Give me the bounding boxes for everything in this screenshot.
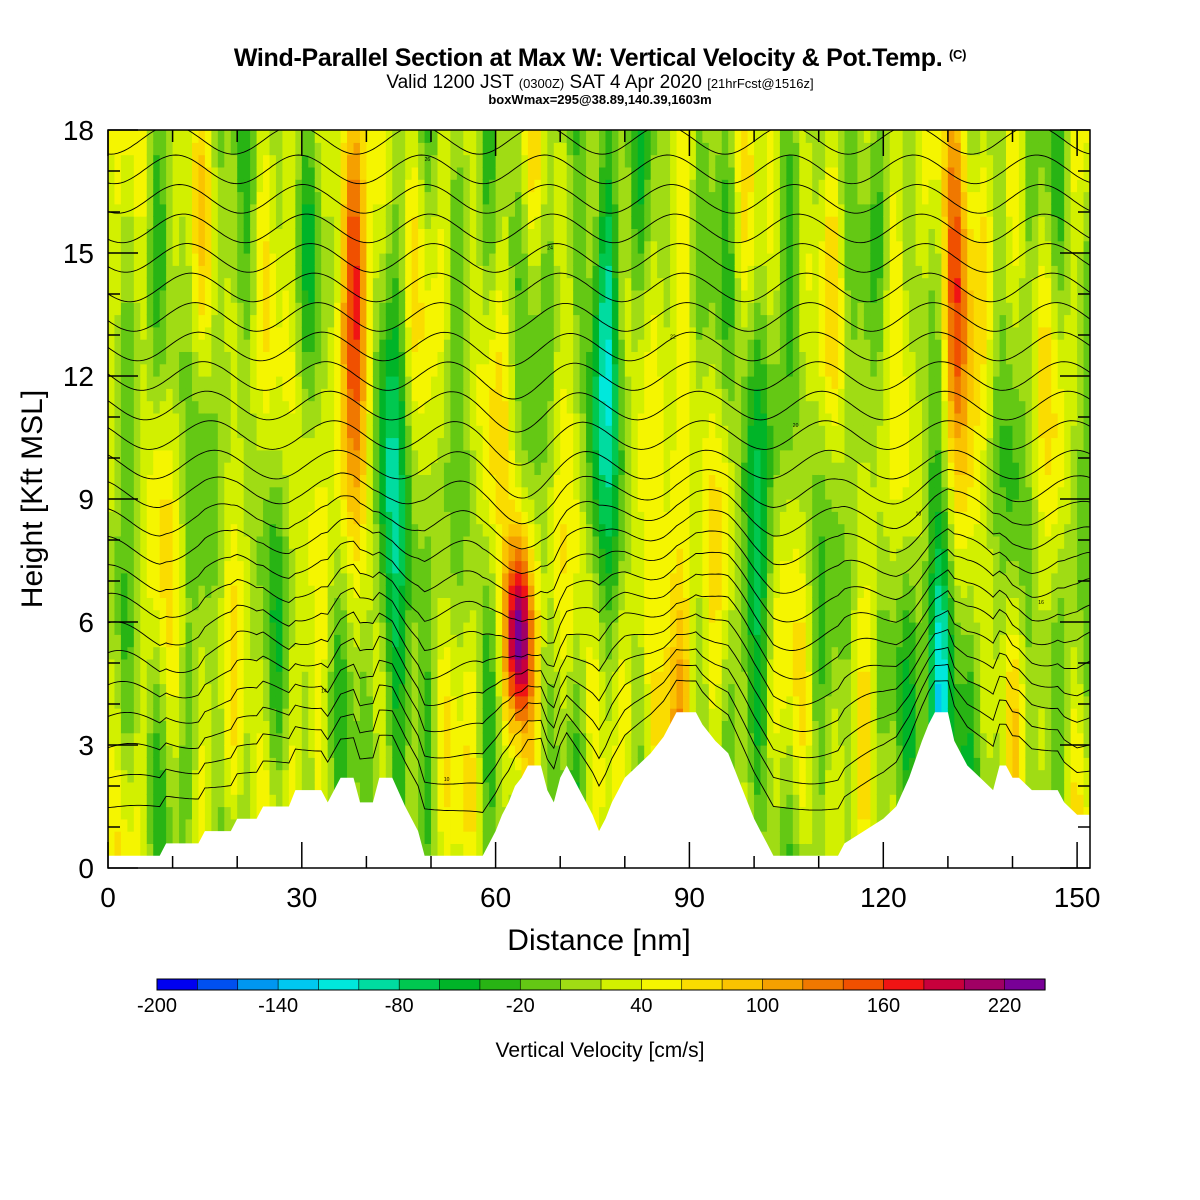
theta-contour [108, 331, 1090, 367]
theta-contour-label: 16 [1038, 600, 1044, 606]
theta-contour [108, 528, 1090, 599]
colorbar-swatch [721, 978, 764, 991]
colorbar-swatch [398, 978, 441, 991]
colorbar-swatch [963, 978, 1006, 991]
theta-contour [108, 469, 1090, 525]
colorbar-swatch [762, 978, 804, 991]
theta-contour [108, 213, 1090, 244]
colorbar-swatch [237, 978, 279, 991]
colorbar-swatch [277, 978, 320, 991]
theta-contour [108, 646, 1090, 759]
colorbar-swatch [802, 978, 844, 991]
colorbar-swatch [1004, 978, 1046, 991]
colorbar-swatch [681, 978, 723, 991]
x-tick-label: 150 [1054, 882, 1101, 913]
y-tick-label: 18 [63, 115, 94, 146]
theta-contour [108, 663, 1090, 785]
theta-contour [108, 390, 1090, 433]
theta-contour [108, 420, 1090, 466]
colorbar-swatch [842, 978, 885, 991]
colorbar-swatch [560, 978, 602, 991]
forecast-info: [21hrFcst@1516z] [707, 76, 814, 91]
theta-contour [108, 569, 1090, 651]
chart-title: Wind-Parallel Section at Max W: Vertical… [233, 44, 967, 72]
colorbar-tick-label: 40 [630, 995, 652, 1017]
theta-contour [108, 589, 1090, 680]
colorbar-swatch [923, 978, 965, 991]
theta-contour [108, 272, 1090, 303]
colorbar-tick-label: -20 [506, 995, 535, 1017]
colorbar-swatch [197, 978, 239, 991]
theta-contour-label: 24 [547, 246, 553, 252]
theta-contour [108, 609, 1090, 706]
valid-time: Valid 1200 JST [386, 72, 514, 93]
colorbar-swatch [439, 978, 481, 991]
colorbar-swatch [318, 978, 360, 991]
colorbar-swatch [479, 978, 521, 991]
terrain-profile [108, 712, 1090, 868]
theta-contour [108, 361, 1090, 400]
theta-contour-label: 18 [916, 511, 922, 517]
potential-temperature-contours: 10 14 16 18 20 22 24 26 [108, 130, 1090, 813]
valid-date: SAT 4 Apr 2020 [569, 72, 702, 93]
colorbar-title: Vertical Velocity [cm/s] [496, 1039, 705, 1062]
utc-time: (0300Z) [518, 76, 565, 91]
y-tick-label: 12 [63, 361, 94, 392]
y-tick-label: 6 [78, 607, 94, 638]
colorbar-swatch [600, 978, 642, 991]
colorbar-swatch [358, 978, 400, 991]
theta-contour-label: 14 [321, 689, 327, 695]
colorbar-tick-label: 100 [746, 995, 779, 1017]
x-axis-title: Distance [nm] [507, 924, 690, 957]
x-tick-label: 120 [860, 882, 907, 913]
colorbar-tick-label: -140 [258, 995, 298, 1017]
colorbar-tick-label: 220 [988, 995, 1021, 1017]
colorbar-swatch [883, 978, 925, 991]
y-axis-title: Height [Kft MSL] [16, 390, 49, 608]
x-tick-label: 60 [480, 882, 511, 913]
y-tick-label: 0 [78, 853, 94, 884]
theta-contour [108, 508, 1090, 574]
theta-contour [108, 488, 1090, 550]
colorbar-swatch [156, 978, 198, 991]
y-tick-label: 15 [63, 238, 94, 269]
theta-contour [108, 154, 1090, 185]
colorbar-tick-label: 160 [867, 995, 900, 1017]
colorbar-swatch [519, 978, 562, 991]
box-info: boxWmax=295@38.89,140.39,1603m [488, 92, 712, 107]
colorbar-tick-label: -200 [137, 995, 177, 1017]
copyright-mark: (C) [949, 47, 967, 62]
x-tick-label: 90 [674, 882, 705, 913]
theta-contour-label: 10 [444, 777, 450, 783]
colorbar: -200 -140 -80 -20 40 100 160 220 Vertical Veloci… [137, 978, 1046, 1062]
theta-contour [108, 302, 1090, 334]
colorbar-frame [156, 978, 1046, 991]
theta-contour [108, 449, 1090, 499]
theta-contour [108, 679, 1090, 813]
theta-contour [108, 243, 1090, 273]
chart-subtitle: Valid 1200 JST (0300Z) SAT 4 Apr 2020 [2… [0, 72, 1200, 94]
x-tick-label: 0 [100, 882, 116, 913]
x-tick-label: 30 [286, 882, 317, 913]
theta-contour [108, 628, 1090, 733]
theta-contour [108, 184, 1090, 214]
y-tick-label: 3 [78, 730, 94, 761]
colorbar-swatch [641, 978, 683, 991]
theta-contour-label: 26 [425, 157, 431, 163]
theta-contour-label: 22 [670, 334, 676, 340]
colorbar-tick-label: -80 [385, 995, 414, 1017]
theta-contour-label: 20 [793, 423, 799, 429]
y-tick-label: 9 [78, 484, 94, 515]
theta-contour [108, 548, 1090, 623]
